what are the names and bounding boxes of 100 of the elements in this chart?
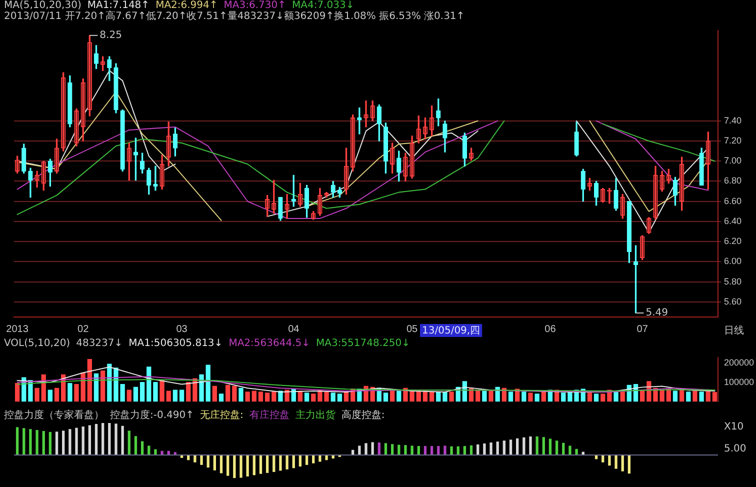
bar <box>55 432 58 456</box>
bar <box>706 390 710 402</box>
y-tick-label: 7.00 <box>724 156 742 166</box>
bar <box>62 430 65 456</box>
bar <box>28 380 33 402</box>
chart-subtitle: 2013/07/11 开7.20↑高7.67↑低7.20↑收7.51↑量483237↓额36209↑换1.08% 振6.53% 涨0.31↑ <box>4 11 465 22</box>
bar <box>429 392 434 402</box>
bar <box>194 454 196 462</box>
bar <box>529 436 532 456</box>
bar <box>154 449 157 456</box>
bar <box>34 388 40 402</box>
bar <box>186 382 191 402</box>
bar <box>442 392 448 402</box>
bar <box>240 454 242 478</box>
text: 主力出货 <box>295 410 336 421</box>
bar <box>212 386 218 402</box>
bar <box>48 390 53 402</box>
chart-subtitle: 控盘力度:-0.490↑ <box>110 410 194 421</box>
bar <box>692 390 698 402</box>
bar <box>220 454 223 474</box>
chart-title: VOL(5,10,20) <box>4 338 70 349</box>
text: MA1:7.148↑ <box>87 0 150 11</box>
bar <box>575 448 578 456</box>
bar <box>166 390 171 402</box>
bar <box>522 392 526 402</box>
bar <box>128 430 130 456</box>
bar <box>258 392 264 402</box>
chart-title: MA(5,10,20,30) <box>4 0 82 11</box>
y-tick-label: 6.80 <box>724 176 742 186</box>
bar <box>246 454 249 476</box>
y-tick-label: 7.40 <box>724 115 742 126</box>
bar <box>108 423 111 456</box>
bar <box>699 392 704 402</box>
bar <box>528 392 533 402</box>
bar <box>232 386 237 402</box>
text: MA2:563644.5↓ <box>228 338 310 349</box>
x-tick-label: 2013 <box>6 324 29 335</box>
bar <box>245 392 250 402</box>
y-tick-label: 7.20 <box>724 136 742 146</box>
bar <box>587 392 592 402</box>
chart-subtitle: 483237↓ <box>76 338 123 349</box>
bar <box>286 454 288 470</box>
bar <box>614 454 618 469</box>
bar <box>318 454 322 462</box>
text: MA3:6.730↑ <box>224 0 286 11</box>
bar <box>16 427 19 456</box>
annotation: 8.25 <box>100 30 122 42</box>
bar <box>608 454 611 466</box>
bar <box>272 454 276 472</box>
bar <box>536 436 538 456</box>
bar <box>548 438 552 456</box>
y-tick-label: 200000 <box>724 358 754 368</box>
bar <box>75 428 78 456</box>
bar <box>200 454 203 465</box>
bar <box>121 426 124 456</box>
bar <box>483 443 486 456</box>
bar <box>337 394 342 402</box>
annotation: 5.49 <box>646 308 668 319</box>
bar <box>568 446 572 456</box>
bar <box>54 388 60 402</box>
bar <box>226 454 230 476</box>
bar <box>48 432 52 456</box>
bar <box>100 370 106 402</box>
bar <box>266 454 269 473</box>
bar <box>444 446 446 456</box>
bar <box>482 390 487 402</box>
y-tick-label: 5.60 <box>724 296 742 306</box>
y-tick-label: 6.40 <box>724 216 742 226</box>
bar <box>534 394 540 402</box>
bar <box>396 390 402 402</box>
x-tick-label: 05 <box>406 324 418 335</box>
bar <box>238 388 244 402</box>
x-tick-label: 06 <box>544 324 556 335</box>
bar <box>628 454 631 474</box>
bar <box>712 392 718 402</box>
bar <box>29 429 32 456</box>
bar <box>686 392 691 402</box>
text: 日线 <box>724 324 744 337</box>
bar <box>600 394 606 402</box>
x-tick-label: 02 <box>78 324 90 335</box>
text: MA4:7.033↓ <box>292 0 354 11</box>
bar <box>88 425 91 456</box>
bar <box>114 424 118 456</box>
y-tick-label: 6.20 <box>724 236 742 246</box>
bar <box>509 440 512 456</box>
x-tick-label: 03 <box>176 324 188 335</box>
bar <box>330 392 336 402</box>
text: 有庄控盘 <box>249 410 290 421</box>
bar <box>172 390 178 402</box>
bar <box>449 392 454 402</box>
x-tick-label: 04 <box>288 324 300 335</box>
bar <box>94 424 98 456</box>
bar <box>192 378 198 402</box>
x-tick-label: 07 <box>636 324 648 335</box>
bar <box>490 442 492 456</box>
bar <box>278 390 283 402</box>
bar <box>213 454 216 470</box>
bar <box>36 430 38 456</box>
line-series <box>16 379 716 392</box>
bar <box>22 428 26 456</box>
